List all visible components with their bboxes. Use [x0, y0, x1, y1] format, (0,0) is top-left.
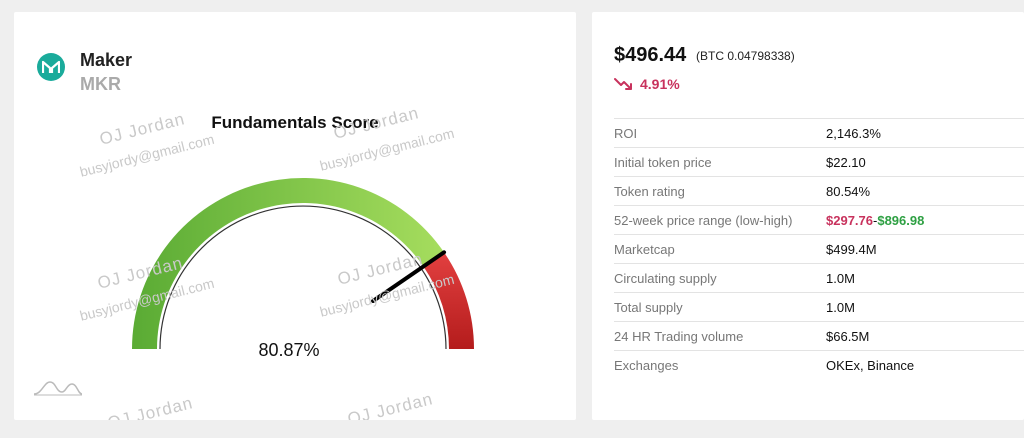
stat-value: 1.0M	[826, 299, 855, 315]
stat-label: Marketcap	[614, 241, 675, 257]
price-change: 4.91%	[614, 76, 680, 92]
gauge-red-band	[423, 252, 474, 349]
gauge-value: 80.87%	[258, 340, 320, 360]
gauge-green-band	[132, 178, 445, 349]
range-separator: -	[873, 212, 878, 228]
stat-value: 2,146.3%	[826, 125, 881, 141]
stats-table: ROI 2,146.3% Initial token price $22.10 …	[614, 118, 1024, 379]
stat-row-exchanges: Exchanges OKEx, Binance	[614, 350, 1024, 379]
fundamentals-gauge	[132, 178, 474, 350]
stat-label: 24 HR Trading volume	[614, 328, 744, 344]
stat-value: 80.54%	[826, 183, 871, 199]
stat-label: Initial token price	[614, 154, 712, 170]
gauge-needle	[371, 250, 447, 303]
coin-symbol: MKR	[80, 74, 121, 94]
stat-label: Token rating	[614, 183, 685, 199]
stat-label: 52-week price range (low-high)	[614, 212, 793, 228]
stat-row-circulating-supply: Circulating supply 1.0M	[614, 263, 1024, 292]
usd-price: $496.44	[614, 44, 687, 66]
range-high: $896.98	[877, 212, 925, 228]
stat-row-marketcap: Marketcap $499.4M	[614, 234, 1024, 263]
trend-down-icon	[614, 78, 632, 90]
price-card: $496.44 (BTC 0.04798338) 4.91% ROI 2,146…	[592, 12, 1024, 420]
stat-row-trading-volume: 24 HR Trading volume $66.5M	[614, 321, 1024, 350]
stat-row-initial-price: Initial token price $22.10	[614, 147, 1024, 176]
gauge-inner-ring	[159, 205, 447, 350]
stat-value: $499.4M	[826, 241, 877, 257]
stat-value-range: $297.76-$896.98	[826, 213, 924, 228]
stat-row-total-supply: Total supply 1.0M	[614, 292, 1024, 321]
stat-label: Circulating supply	[614, 270, 717, 286]
stat-value: OKEx, Binance	[826, 357, 915, 373]
stat-label: ROI	[614, 125, 638, 141]
coin-name: Maker	[80, 50, 133, 70]
range-low: $297.76	[826, 212, 873, 228]
price-change-value: 4.91%	[640, 76, 680, 92]
sparkline-icon	[33, 381, 83, 396]
maker-logo-icon	[37, 53, 65, 81]
btc-price: (BTC 0.04798338)	[696, 49, 795, 63]
stat-value: 1.0M	[826, 270, 855, 286]
stat-label: Total supply	[614, 299, 683, 315]
stat-row-52-week-range: 52-week price range (low-high) $297.76-$…	[614, 205, 1024, 234]
stat-row-roi: ROI 2,146.3%	[614, 118, 1024, 147]
stat-value: $22.10	[826, 154, 866, 170]
stat-row-token-rating: Token rating 80.54%	[614, 176, 1024, 205]
gauge-title: Fundamentals Score	[211, 113, 379, 132]
stat-value: $66.5M	[826, 328, 870, 344]
fundamentals-card: Maker MKR Fundamentals Score 80.87% OJ J…	[14, 12, 576, 420]
stat-label: Exchanges	[614, 357, 679, 373]
